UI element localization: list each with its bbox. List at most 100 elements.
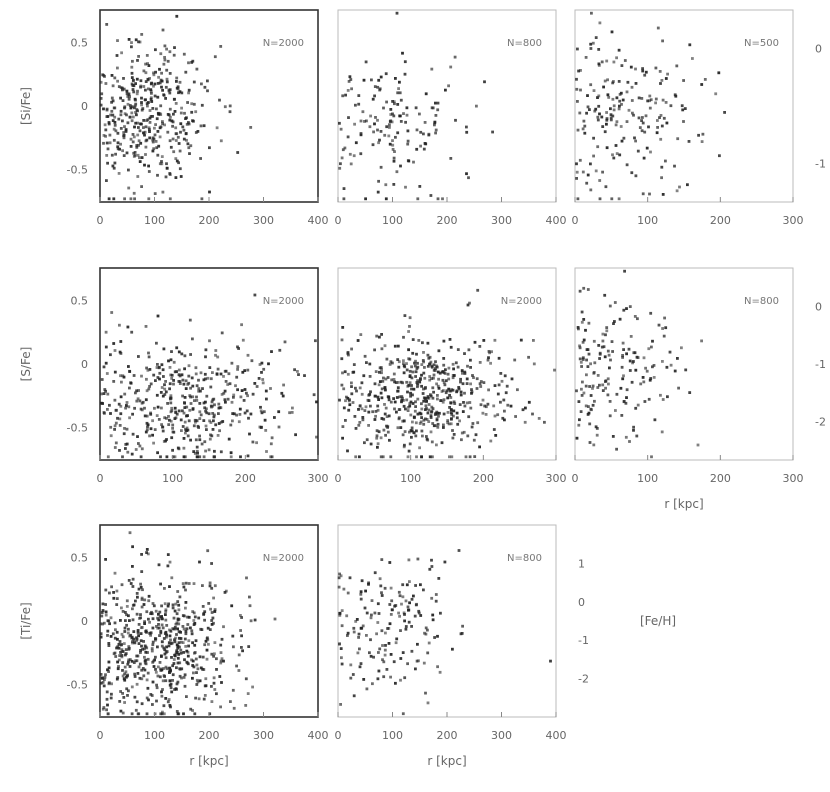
data-point (388, 561, 392, 564)
data-point (142, 69, 146, 73)
data-point (195, 671, 198, 674)
data-point (388, 363, 392, 366)
data-point (147, 164, 150, 168)
data-point (129, 197, 133, 201)
data-point (147, 170, 151, 173)
data-point (184, 387, 188, 390)
data-point (426, 353, 430, 357)
data-point (126, 673, 129, 677)
data-point (102, 141, 105, 145)
data-point (385, 424, 388, 428)
data-point (210, 652, 214, 656)
data-point (104, 330, 108, 334)
data-point (382, 106, 385, 110)
data-point (576, 47, 579, 51)
data-point (156, 153, 160, 157)
data-point (613, 301, 617, 304)
data-point (151, 680, 155, 684)
data-point (132, 661, 136, 664)
data-point (205, 407, 208, 411)
data-point (614, 409, 617, 412)
data-point (110, 682, 113, 686)
data-point (675, 64, 679, 68)
data-point (176, 661, 180, 665)
data-point (595, 433, 599, 437)
data-point (358, 404, 362, 408)
data-point (190, 376, 194, 380)
data-point (133, 675, 137, 678)
data-point (425, 418, 429, 421)
data-point (145, 377, 148, 381)
data-point (604, 333, 607, 337)
data-point (384, 406, 388, 410)
data-point (188, 318, 192, 322)
data-point (203, 643, 207, 647)
data-point (357, 636, 360, 639)
panel-annotation: N=800 (744, 296, 779, 307)
data-point (108, 403, 111, 407)
data-point (214, 349, 218, 352)
data-point (200, 82, 203, 86)
data-point (113, 106, 117, 110)
data-point (176, 656, 180, 660)
data-point (423, 121, 427, 124)
data-point (604, 380, 607, 383)
data-point (376, 677, 380, 681)
data-point (246, 394, 249, 398)
data-point (604, 386, 607, 390)
data-point (156, 405, 160, 409)
data-point (116, 676, 120, 679)
data-point (380, 371, 383, 375)
data-point (436, 384, 440, 388)
data-point (174, 622, 178, 626)
data-point (136, 631, 140, 635)
data-point (523, 420, 527, 424)
data-point (115, 589, 119, 593)
data-point (139, 122, 142, 126)
data-point (246, 368, 250, 372)
data-point (419, 614, 423, 617)
data-point (631, 111, 634, 115)
data-point (145, 428, 149, 432)
data-point (605, 118, 609, 122)
data-point (450, 413, 454, 416)
data-point (377, 179, 380, 183)
data-point (635, 434, 639, 438)
data-point (168, 139, 172, 143)
data-point (378, 577, 382, 581)
data-point (340, 383, 344, 387)
data-point (408, 357, 412, 361)
data-point (619, 386, 623, 390)
data-point (389, 613, 393, 616)
data-point (496, 413, 500, 417)
data-point (130, 636, 134, 640)
data-point (169, 705, 172, 709)
data-point (182, 52, 186, 56)
data-point (123, 197, 126, 201)
data-point (393, 344, 397, 348)
data-point (166, 564, 170, 568)
data-point (500, 379, 504, 383)
panel-frame (99, 267, 319, 461)
data-point (109, 113, 113, 117)
data-point (265, 450, 268, 453)
data-point (190, 658, 193, 662)
data-point (348, 403, 352, 407)
data-point (131, 59, 134, 63)
data-point (99, 635, 103, 639)
data-point (626, 80, 630, 84)
data-point (180, 429, 183, 432)
data-point (137, 442, 140, 445)
data-point (113, 398, 117, 402)
data-point (144, 650, 148, 654)
data-point (128, 658, 132, 661)
data-point (175, 412, 179, 416)
data-point (224, 380, 228, 383)
data-point (184, 606, 187, 610)
data-point (396, 344, 400, 348)
data-point (341, 371, 344, 375)
data-point (312, 393, 316, 397)
data-point (430, 365, 434, 369)
data-point (371, 410, 375, 414)
